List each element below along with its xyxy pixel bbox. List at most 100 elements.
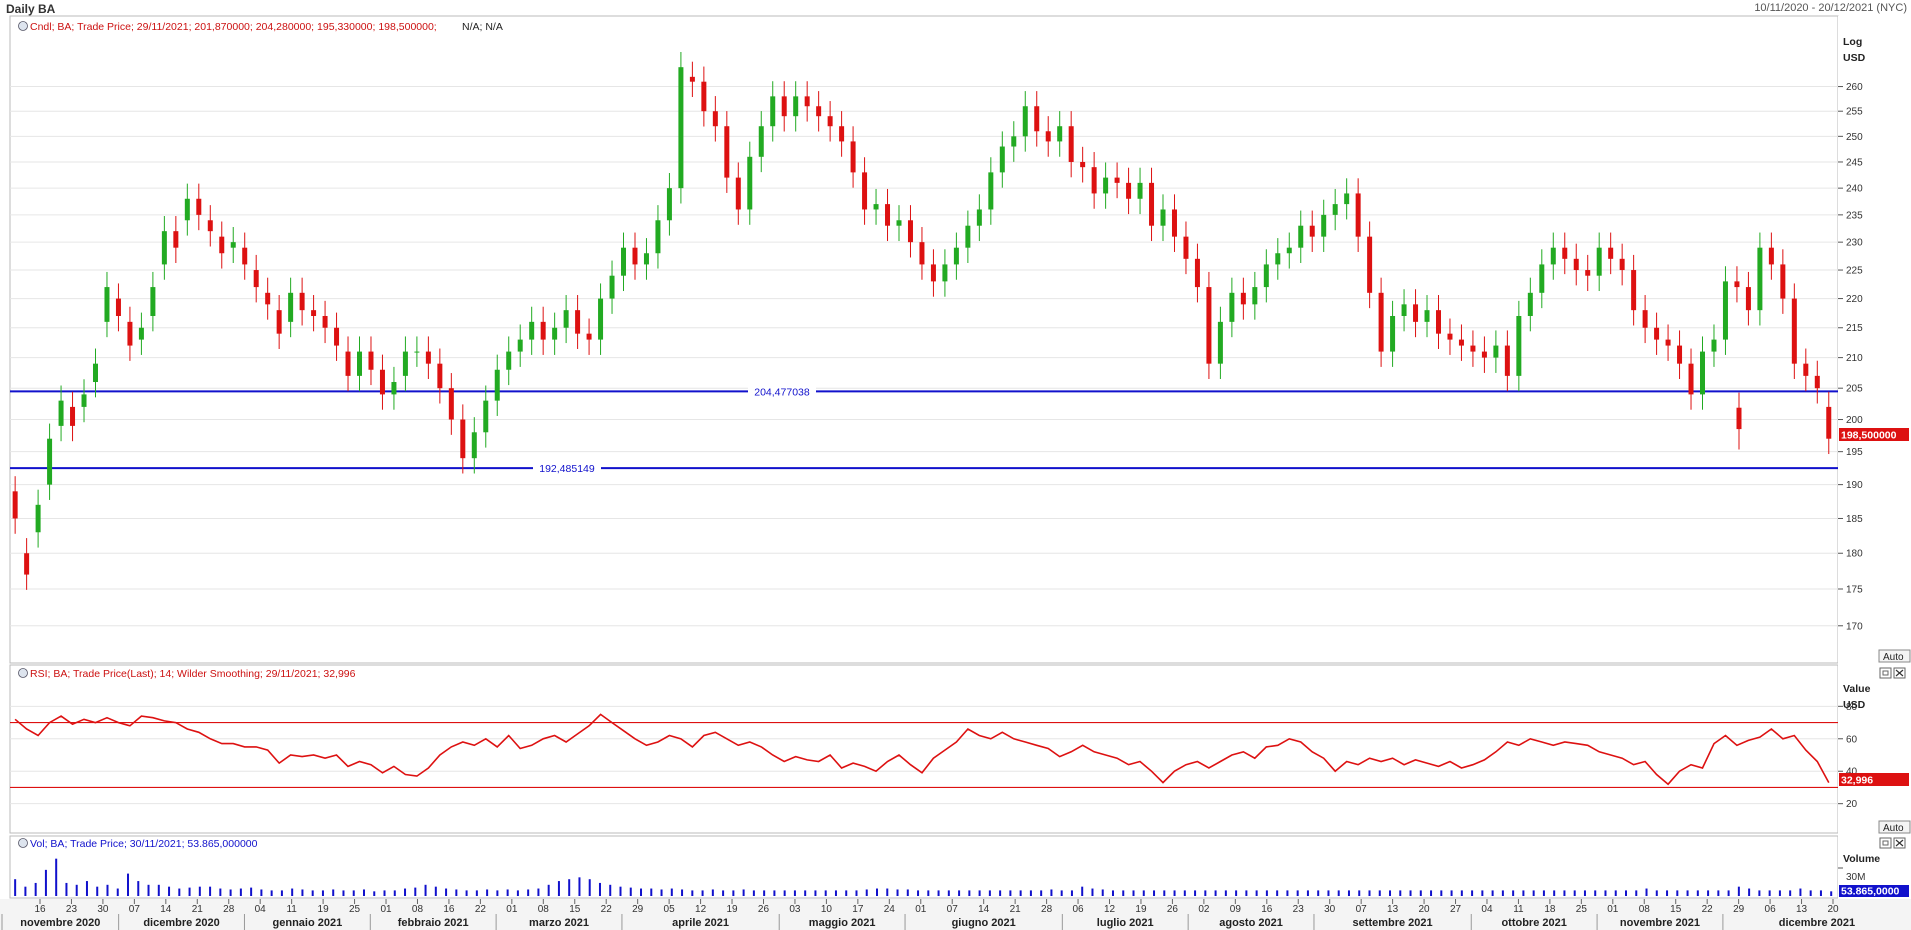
- price-last-value-badge: 198,500000: [1839, 428, 1909, 442]
- candle-body: [678, 67, 684, 189]
- time-day-label: 09: [1230, 904, 1242, 915]
- candle-body: [1562, 247, 1568, 259]
- candle-body: [621, 247, 627, 276]
- volume-bar: [55, 858, 58, 896]
- price-auto-button[interactable]: Auto: [1878, 649, 1911, 663]
- candle-body: [1826, 406, 1832, 439]
- horizontal-line-label: 192,485149: [539, 463, 595, 475]
- time-month-label: dicembre 2020: [143, 917, 219, 929]
- candle-body: [804, 96, 810, 107]
- candle-body: [1780, 264, 1786, 299]
- time-day-label: 19: [318, 904, 330, 915]
- volume-bar: [198, 886, 201, 896]
- price-tick-label: 200: [1846, 415, 1863, 426]
- candle-body: [104, 287, 110, 322]
- time-day-label: 01: [915, 904, 927, 915]
- time-day-label: 13: [1387, 904, 1399, 915]
- volume-bar: [640, 888, 643, 896]
- price-tick-label: 220: [1846, 294, 1863, 305]
- volume-bar: [127, 873, 130, 896]
- candle-body: [81, 394, 87, 407]
- volume-bar: [455, 889, 458, 896]
- time-day-label: 16: [443, 904, 455, 915]
- volume-panel-header: Vol; BA; Trade Price; 30/11/2021; 53.865…: [18, 838, 258, 850]
- time-day-label: 21: [1010, 904, 1022, 915]
- time-day-label: 10: [821, 904, 833, 915]
- volume-bar: [629, 887, 632, 896]
- price-tick-label: 190: [1846, 480, 1863, 491]
- candle-body: [1791, 298, 1797, 364]
- time-day-label: 26: [758, 904, 770, 915]
- volume-bar: [681, 889, 684, 896]
- candle-body: [1470, 345, 1476, 352]
- candle-body: [1160, 209, 1166, 226]
- candle-body: [552, 327, 558, 340]
- time-day-label: 22: [475, 904, 487, 915]
- time-day-label: 02: [1198, 904, 1210, 915]
- volume-bar: [1686, 890, 1689, 896]
- candle-body: [58, 400, 64, 426]
- volume-bar: [85, 881, 88, 896]
- rsi-auto-button[interactable]: Auto: [1878, 820, 1911, 834]
- volume-bar: [958, 890, 961, 896]
- candle-body: [1596, 247, 1602, 276]
- candle-body: [1367, 236, 1373, 293]
- time-month-label: luglio 2021: [1097, 917, 1154, 929]
- volume-bar: [1666, 890, 1669, 896]
- time-day-label: 11: [1513, 904, 1524, 915]
- candle-body: [965, 225, 971, 248]
- volume-bar: [1676, 890, 1679, 896]
- panel-settings-icon[interactable]: [18, 668, 28, 678]
- restore-icon[interactable]: [1879, 837, 1892, 849]
- restore-icon[interactable]: [1879, 667, 1892, 679]
- volume-bar: [1460, 890, 1463, 896]
- volume-bar: [1245, 890, 1248, 896]
- volume-bar: [1265, 890, 1268, 896]
- candle-body: [173, 231, 179, 248]
- candle-body: [1378, 292, 1384, 352]
- rsi-last-value-badge: 32,996: [1839, 773, 1909, 787]
- time-day-label: 22: [601, 904, 613, 915]
- time-month-label: gennaio 2021: [273, 917, 343, 929]
- rsi-line: [14, 713, 1830, 786]
- volume-bar: [917, 890, 920, 896]
- volume-bar: [824, 890, 827, 896]
- candle-body: [1665, 339, 1671, 346]
- window-title-bar: Daily BA 10/11/2020 - 20/12/2021 (NYC): [0, 0, 1911, 18]
- price-tick-label: 180: [1846, 549, 1863, 560]
- time-day-label: 12: [695, 904, 707, 915]
- volume-bar: [1409, 890, 1412, 896]
- volume-bar: [1471, 890, 1474, 896]
- volume-bar: [1153, 890, 1156, 896]
- candle-body: [1275, 253, 1281, 265]
- candle-body: [1458, 339, 1464, 346]
- candle-body: [643, 253, 649, 265]
- volume-bar: [147, 884, 150, 896]
- volume-bar: [1142, 890, 1145, 896]
- candle-body: [196, 198, 202, 215]
- candle-body: [1022, 106, 1028, 137]
- rsi-window-buttons: [1879, 667, 1906, 679]
- candle-body: [1114, 177, 1120, 183]
- time-day-label: 07: [947, 904, 959, 915]
- volume-bar: [301, 889, 304, 896]
- time-month-label: aprile 2021: [672, 917, 729, 929]
- panel-settings-icon[interactable]: [18, 21, 28, 31]
- volume-bar: [609, 884, 612, 896]
- date-range-label: 10/11/2020 - 20/12/2021 (NYC): [1754, 2, 1907, 14]
- price-panel: [9, 15, 1839, 664]
- candle-body: [1654, 327, 1660, 340]
- rsi-tick-label: 60: [1846, 734, 1858, 745]
- time-day-label: 23: [1293, 904, 1305, 915]
- price-tick-label: 210: [1846, 353, 1863, 364]
- candle-body: [1068, 126, 1074, 162]
- volume-bar: [1522, 890, 1525, 896]
- panel-settings-icon[interactable]: [18, 838, 28, 848]
- time-day-label: 06: [1765, 904, 1777, 915]
- candle-body: [288, 292, 294, 322]
- candle-body: [873, 204, 879, 210]
- volume-bar: [1327, 890, 1330, 896]
- time-day-label: 19: [1135, 904, 1147, 915]
- volume-bar: [516, 890, 519, 896]
